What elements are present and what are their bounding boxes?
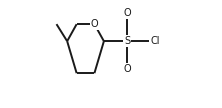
Text: O: O: [91, 19, 98, 29]
Text: Cl: Cl: [151, 36, 160, 46]
Text: O: O: [123, 64, 131, 74]
Text: O: O: [123, 9, 131, 18]
Text: S: S: [124, 36, 130, 46]
